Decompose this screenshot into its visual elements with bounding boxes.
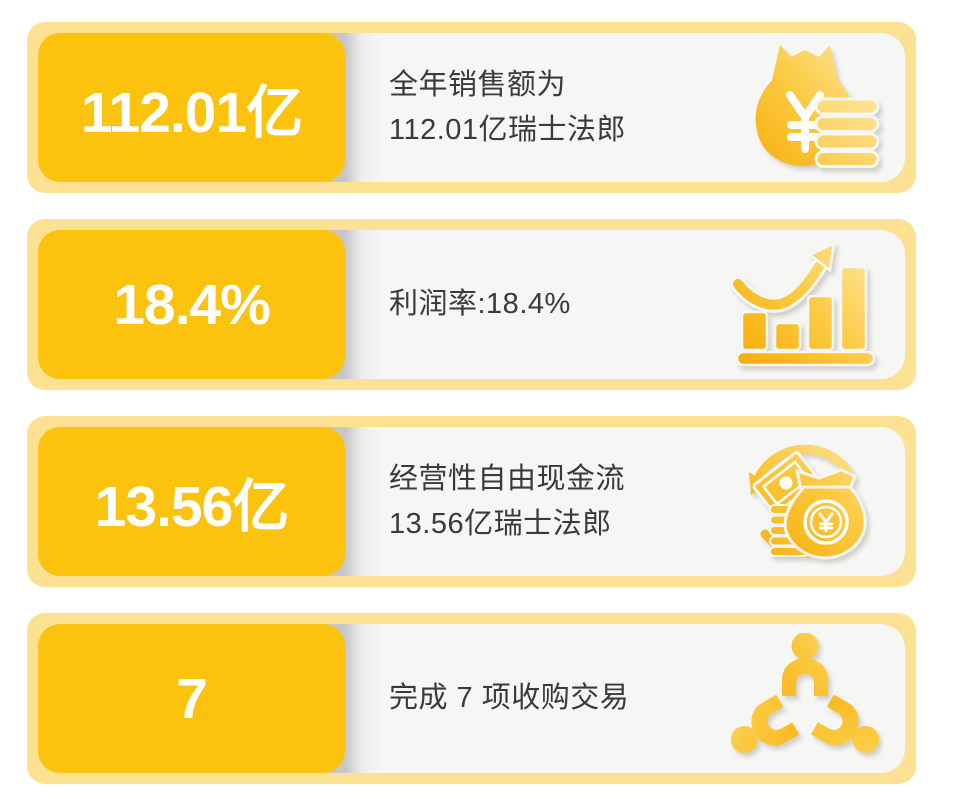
stat-value-box: 18.4%: [38, 230, 345, 379]
stat-value-box: 7: [38, 624, 345, 773]
desc-line: 112.01亿瑞士法郎: [389, 113, 627, 146]
desc-line: 利润率:18.4%: [389, 288, 571, 321]
stat-value: 13.56亿: [94, 474, 290, 539]
stat-value-box: 13.56亿: [38, 427, 345, 576]
stat-value: 112.01亿: [80, 80, 303, 145]
stat-description: 利润率:18.4%: [389, 282, 730, 326]
team-triangle-icon: [730, 632, 880, 765]
stat-value-box: 112.01亿: [38, 33, 345, 182]
stat-row-free-cash-flow: 13.56亿 经营性自由现金流 13.56亿瑞士法郎: [27, 416, 916, 587]
stat-row-annual-sales: 112.01亿 全年销售额为 112.01亿瑞士法郎: [27, 22, 916, 193]
stat-description: 经营性自由现金流 13.56亿瑞士法郎: [389, 457, 730, 545]
desc-line: 经营性自由现金流: [389, 463, 626, 496]
stat-description: 完成 7 项收购交易: [389, 676, 730, 720]
stat-row-acquisitions: 7 完成 7 项收购交易: [27, 613, 916, 784]
cash-flow-cycle-icon: [730, 436, 880, 568]
money-bag-coins-icon: [730, 42, 880, 174]
stat-value: 18.4%: [113, 272, 271, 337]
stat-value: 7: [176, 666, 208, 731]
stat-row-profit-margin: 18.4% 利润率:18.4%: [27, 219, 916, 390]
stat-panel: 利润率:18.4%: [325, 230, 905, 379]
stat-panel: 完成 7 项收购交易: [325, 624, 905, 773]
stat-panel: 全年销售额为 112.01亿瑞士法郎: [325, 33, 905, 182]
growth-chart-arrow-icon: [730, 239, 880, 371]
desc-line: 13.56亿瑞士法郎: [389, 507, 612, 540]
desc-line: 全年销售额为: [389, 69, 567, 102]
stat-panel: 经营性自由现金流 13.56亿瑞士法郎: [325, 427, 905, 576]
stat-description: 全年销售额为 112.01亿瑞士法郎: [389, 63, 730, 151]
desc-line: 完成 7 项收购交易: [389, 682, 630, 715]
